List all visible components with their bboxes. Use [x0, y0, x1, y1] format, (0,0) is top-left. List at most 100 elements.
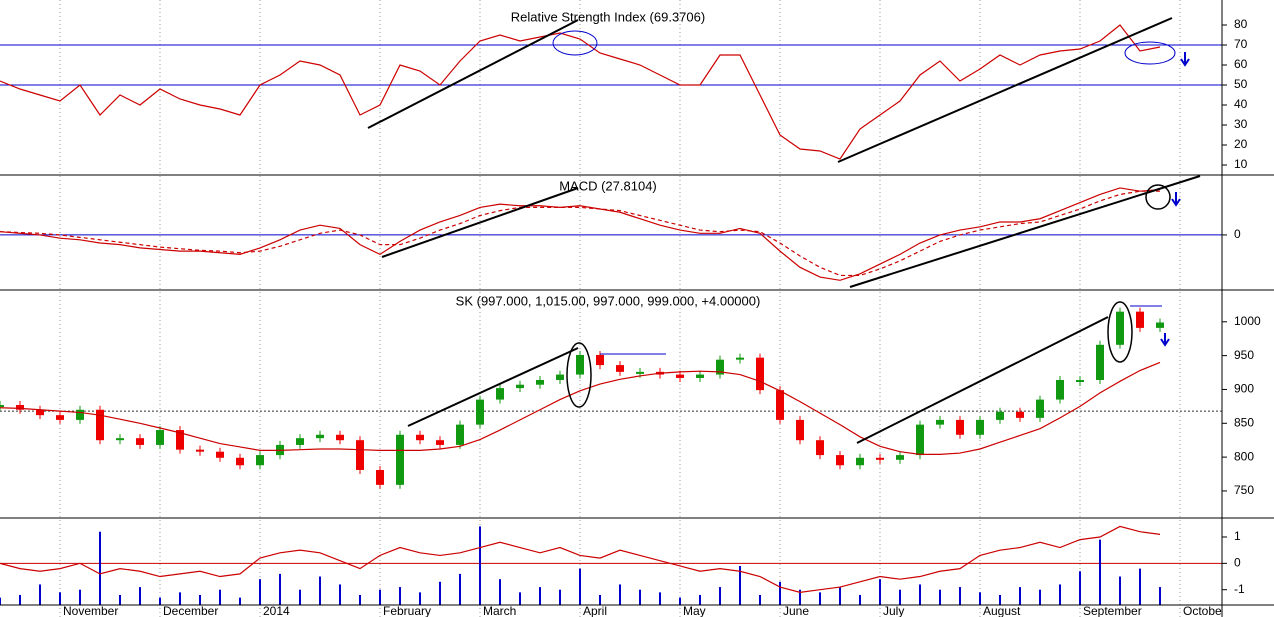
- y-tick-label: -1: [1234, 582, 1245, 596]
- y-tick-label: 20: [1234, 137, 1248, 151]
- candle-body: [1036, 399, 1044, 418]
- volume-bar: [59, 592, 61, 605]
- candle-body: [1096, 344, 1104, 380]
- panel: [0, 187, 1222, 281]
- panel: [0, 525, 1222, 605]
- panel-title: MACD (27.8104): [559, 178, 657, 193]
- volume-bar: [1139, 568, 1141, 605]
- candle-body: [156, 430, 164, 445]
- candle-body: [1116, 311, 1124, 345]
- volume-bar: [599, 594, 601, 605]
- x-tick-label: August: [983, 604, 1021, 617]
- candle-body: [876, 457, 884, 460]
- panel-title: SK (997.000, 1,015.00, 997.000, 999.000,…: [456, 293, 761, 308]
- volume-bar: [779, 581, 781, 605]
- volume-bar: [399, 587, 401, 605]
- candle-body: [316, 434, 324, 439]
- trend-line: [367, 19, 579, 129]
- x-tick-label: April: [583, 604, 607, 617]
- panel: [0, 307, 1222, 489]
- candle-body: [976, 419, 984, 435]
- highlight-ellipse: [1107, 301, 1133, 363]
- volume-bar: [279, 573, 281, 605]
- volume-bar: [979, 592, 981, 605]
- y-tick-label: 50: [1234, 77, 1248, 91]
- volume-bar: [339, 584, 341, 605]
- candle-body: [476, 399, 484, 425]
- candle-body: [436, 440, 444, 445]
- candle-body: [36, 409, 44, 416]
- y-tick-label: 1: [1234, 529, 1241, 543]
- volume-bar: [219, 589, 221, 605]
- volume-bar: [839, 587, 841, 605]
- candle-body: [116, 438, 124, 441]
- volume-bar: [19, 594, 21, 605]
- y-tick-label: 900: [1234, 382, 1254, 396]
- y-tick-label: 40: [1234, 97, 1248, 111]
- candle-body: [16, 405, 24, 410]
- volume-bar: [699, 594, 701, 605]
- volume-bar: [519, 592, 521, 605]
- candle-body: [216, 451, 224, 458]
- volume-bar: [439, 581, 441, 605]
- candle-body: [576, 354, 584, 375]
- plot-area: November December 2014 February March April Ma…: [0, 0, 1222, 617]
- x-tick-label: 2014: [263, 604, 290, 617]
- volume-bar: [919, 584, 921, 605]
- highlight-ellipse: [566, 342, 592, 408]
- candle-body: [756, 357, 764, 391]
- candle-body: [376, 469, 384, 485]
- candle-body: [1156, 322, 1164, 328]
- candle-body: [176, 430, 184, 450]
- volume-bar: [1099, 539, 1101, 605]
- highlight-circle: [1145, 184, 1171, 210]
- candle-body: [916, 424, 924, 456]
- candle-body: [1056, 379, 1064, 400]
- x-tick-label: December: [163, 604, 218, 617]
- candle-body: [76, 409, 84, 420]
- volume-bar: [899, 589, 901, 605]
- candle-body: [736, 357, 744, 360]
- volume-bar: [819, 592, 821, 605]
- volume-bar: [99, 531, 101, 605]
- y-tick-label: 0: [1234, 556, 1241, 570]
- volume-bar: [1039, 589, 1041, 605]
- line: [0, 525, 1161, 593]
- volume-bar: [39, 584, 41, 605]
- candle-body: [1136, 311, 1144, 328]
- volume-bar: [759, 594, 761, 605]
- volume-bar: [379, 589, 381, 605]
- volume-bar: [619, 584, 621, 605]
- candle-body: [336, 434, 344, 441]
- volume-bar: [179, 592, 181, 605]
- volume-bar: [159, 597, 161, 605]
- volume-bar: [539, 587, 541, 605]
- highlight-ellipse: [552, 30, 598, 56]
- volume-bar: [799, 589, 801, 605]
- candle-body: [776, 390, 784, 420]
- annotations: [367, 17, 1201, 444]
- volume-bar: [939, 589, 941, 605]
- y-tick-label: 1000: [1234, 314, 1261, 328]
- candle-body: [416, 434, 424, 441]
- y-tick-label: 70: [1234, 37, 1248, 51]
- volume-bar: [959, 587, 961, 605]
- candle-body: [536, 379, 544, 385]
- candle-body: [356, 440, 364, 470]
- y-tick-label: 950: [1234, 348, 1254, 362]
- candle-body: [1016, 411, 1024, 418]
- volume-bar: [739, 565, 741, 605]
- y-tick-label: 80: [1234, 17, 1248, 31]
- candle-body: [716, 359, 724, 375]
- x-tick-label: March: [483, 604, 516, 617]
- x-tick-label: June: [783, 604, 809, 617]
- candle-body: [56, 415, 64, 420]
- volume-bar: [139, 587, 141, 605]
- volume-bar: [319, 576, 321, 605]
- candle-body: [856, 457, 864, 466]
- volume-bar: [359, 594, 361, 605]
- y-tick-label: 800: [1234, 449, 1254, 463]
- line: [0, 24, 1161, 160]
- volume-bar: [0, 597, 1, 605]
